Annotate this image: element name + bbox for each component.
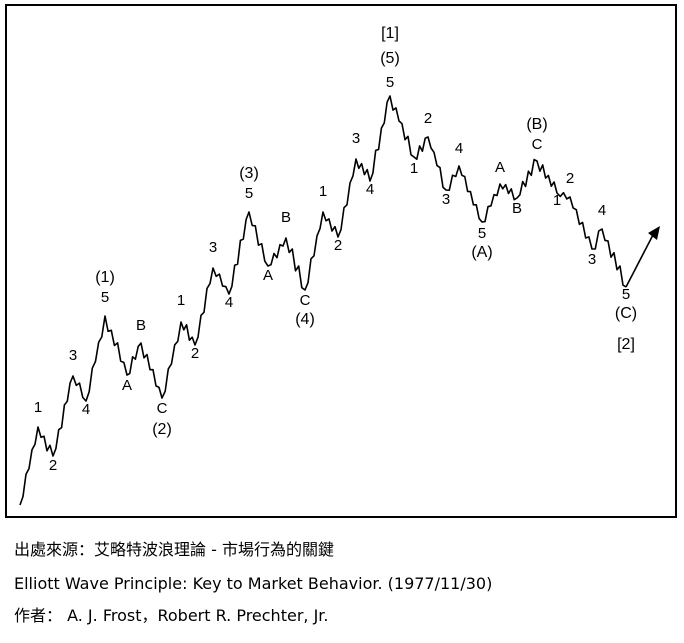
- wave-label: B: [281, 209, 291, 226]
- wave-label: (3): [239, 165, 259, 182]
- wave-labels: 12345(1)ABC(2)12345(3)ABC(4)12345(5)[1]1…: [34, 25, 637, 474]
- wave-label: (2): [152, 421, 172, 438]
- wave-price-path: [19, 95, 627, 506]
- diagram-frame: [5, 4, 677, 518]
- wave-label: 2: [424, 110, 432, 127]
- wave-label: 2: [566, 170, 574, 187]
- wave-label: 3: [69, 347, 77, 364]
- wave-label: (B): [526, 116, 547, 133]
- elliott-wave-diagram: 12345(1)ABC(2)12345(3)ABC(4)12345(5)[1]1…: [19, 25, 660, 506]
- wave-label: 3: [352, 130, 360, 147]
- caption-book-title: Elliott Wave Principle: Key to Market Be…: [14, 574, 493, 593]
- wave-label: (A): [471, 244, 492, 261]
- wave-label: 3: [209, 239, 217, 256]
- wave-label: 5: [101, 289, 109, 306]
- wave-label: A: [122, 377, 132, 394]
- wave-label: 5: [386, 74, 394, 91]
- wave-label: [1]: [381, 25, 399, 42]
- wave-label: 4: [366, 181, 374, 198]
- wave-label: C: [532, 136, 543, 153]
- wave-label: 5: [622, 286, 630, 303]
- wave-label: (5): [380, 50, 400, 67]
- wave-label: 5: [245, 185, 253, 202]
- wave-label: C: [157, 400, 168, 417]
- wave-label: A: [263, 267, 273, 284]
- wave-label: 4: [455, 140, 463, 157]
- trend-arrow-line: [625, 232, 655, 288]
- wave-label: 2: [49, 457, 57, 474]
- wave-label: B: [136, 317, 146, 334]
- wave-label: 1: [34, 399, 42, 416]
- wave-label: 3: [588, 251, 596, 268]
- wave-label: 1: [177, 292, 185, 309]
- wave-label: 2: [334, 237, 342, 254]
- wave-label: 4: [82, 401, 90, 418]
- wave-label: 2: [191, 345, 199, 362]
- caption-authors: 作者： A. J. Frost，Robert R. Prechter, Jr.: [14, 606, 329, 625]
- wave-label: B: [512, 200, 522, 217]
- wave-label: 4: [225, 294, 233, 311]
- wave-label: 5: [478, 225, 486, 242]
- wave-label: 4: [598, 202, 606, 219]
- caption-source: 出處來源：艾略特波浪理論 - 市場行為的關鍵: [14, 540, 334, 559]
- wave-label: 1: [553, 192, 561, 209]
- wave-label: 1: [410, 160, 418, 177]
- wave-label: 3: [442, 191, 450, 208]
- wave-label: [2]: [617, 336, 635, 353]
- trend-arrow-head: [648, 226, 660, 240]
- wave-label: C: [300, 292, 311, 309]
- wave-label: (C): [615, 305, 637, 322]
- wave-label: 1: [319, 183, 327, 200]
- wave-label: A: [495, 159, 505, 176]
- wave-label: (1): [95, 269, 115, 286]
- wave-label: (4): [295, 311, 315, 328]
